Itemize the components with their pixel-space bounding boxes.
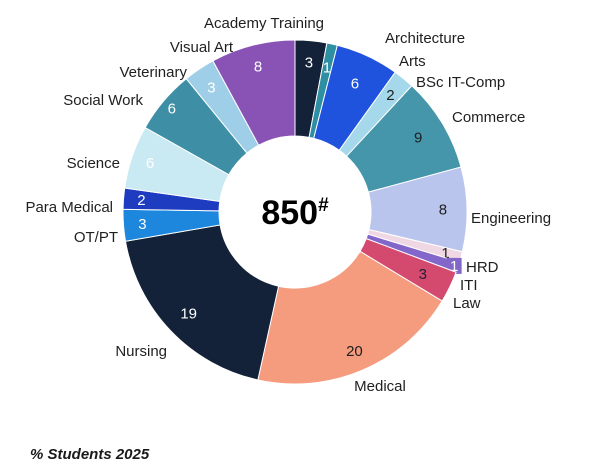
slice-label-social-work: Social Work: [63, 92, 143, 109]
slice-value-nursing: 19: [180, 305, 197, 322]
center-total: 850#: [261, 194, 329, 232]
slice-value-ot-pt: 3: [138, 216, 146, 233]
slice-label-science: Science: [67, 155, 120, 172]
slice-value-law: 3: [419, 266, 427, 283]
slice-label-law: Law: [453, 295, 481, 312]
slice-value-engineering: 8: [439, 202, 447, 219]
slice-value-iti: 1: [450, 258, 458, 275]
slice-label-commerce: Commerce: [452, 109, 525, 126]
slice-label-veterinary: Veterinary: [119, 64, 187, 81]
slice-label-academy-training: Academy Training: [204, 15, 324, 32]
slice-label-engineering: Engineering: [471, 210, 551, 227]
slice-label-iti: ITI: [460, 277, 478, 294]
slice-label-arts: Arts: [399, 53, 426, 70]
slice-value-medical: 20: [346, 343, 363, 360]
slice-value-hrd: 1: [441, 245, 449, 262]
slice-label-architecture: Architecture: [385, 30, 465, 47]
slice-label-para-medical: Para Medical: [25, 199, 113, 216]
slice-value-arts: 6: [351, 75, 359, 92]
slice-medical: [257, 250, 443, 385]
slice-label-hrd: HRD: [466, 259, 499, 276]
slice-label-ot-pt: OT/PT: [74, 229, 118, 246]
slice-label-nursing: Nursing: [115, 343, 167, 360]
slice-value-architecture: 1: [323, 59, 331, 76]
slice-value-social-work: 6: [168, 100, 176, 117]
donut-chart: 3 Academy Training 1 Architecture 6 Arts 2 BSc …: [25, 15, 551, 395]
chart-footnote: % Students 2025: [30, 446, 150, 463]
slice-label-medical: Medical: [354, 378, 406, 395]
slice-value-commerce: 9: [414, 129, 422, 146]
slice-value-visual-art: 8: [254, 59, 262, 76]
slice-value-bsc-it-comp: 2: [386, 87, 394, 104]
slice-visual-art: [212, 39, 296, 146]
slice-value-veterinary: 3: [207, 79, 215, 96]
slice-value-para-medical: 2: [137, 192, 145, 209]
slice-value-science: 6: [146, 155, 154, 172]
slice-value-academy-training: 3: [305, 55, 313, 72]
slice-nursing: [124, 224, 280, 381]
slice-label-bsc-it-comp: BSc IT-Comp: [416, 74, 505, 91]
slice-label-visual-art: Visual Art: [170, 39, 234, 56]
